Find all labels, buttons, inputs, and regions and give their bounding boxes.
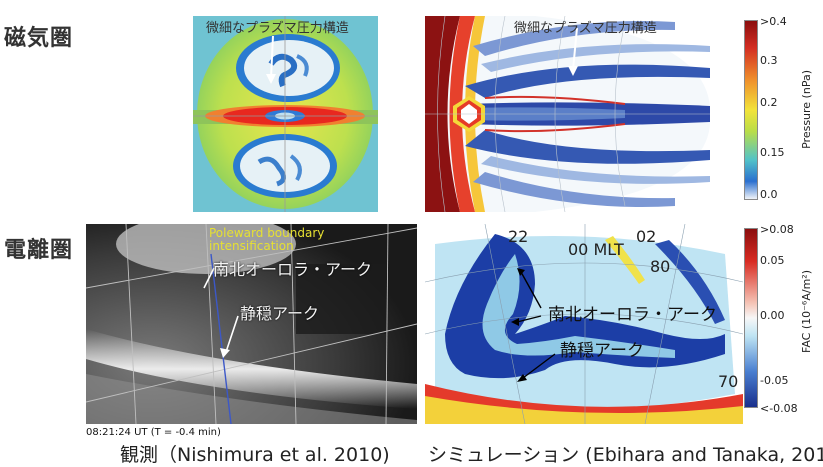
fac-tick-2: 0.00 xyxy=(760,309,785,322)
observation-timestamp: 08:21:24 UT (T = -0.4 min) xyxy=(86,427,221,438)
pressure-tick-3: 0.15 xyxy=(760,146,785,159)
fac-tick-3: -0.05 xyxy=(760,374,789,387)
simulation-caption: シミュレーション (Ebihara and Tanaka, 2016 xyxy=(428,444,823,466)
pressure-colorbar-title: Pressure (nPa) xyxy=(800,70,813,149)
sim-quiet-arc-label: 静穏アーク xyxy=(560,341,644,361)
fac-map xyxy=(424,223,744,425)
fac-colorbar-title: FAC (10⁻⁶A/m²) xyxy=(800,270,813,353)
latitude-80-label: 80 xyxy=(650,257,671,276)
mlt-02-label: 02 xyxy=(636,227,657,246)
pressure-tick-2: 0.2 xyxy=(760,96,778,109)
boundary-text-line-2: intensification xyxy=(209,239,294,253)
fac-colorbar xyxy=(744,228,758,408)
pressure-tick-4: 0.0 xyxy=(760,188,778,201)
magnetosphere-simulation-title: 微細なプラズマ圧力構造 xyxy=(514,21,657,36)
pressure-map-simulation xyxy=(425,15,711,213)
pressure-tick-0: >0.4 xyxy=(760,15,787,28)
row-label-magnetosphere: 磁気圏 xyxy=(4,26,74,51)
magnetosphere-simulation-map xyxy=(425,15,711,213)
pressure-map-observation xyxy=(193,16,378,212)
magnetosphere-observation-title: 微細なプラズマ圧力構造 xyxy=(206,21,349,36)
ionosphere-observation-image xyxy=(85,214,418,425)
pressure-colorbar xyxy=(744,20,758,200)
latitude-70-label: 70 xyxy=(718,372,739,391)
mlt-00-label: 00 MLT xyxy=(568,240,624,259)
mlt-22-label: 22 xyxy=(508,227,529,246)
pressure-tick-1: 0.3 xyxy=(760,54,778,67)
ionosphere-simulation-map xyxy=(424,223,744,425)
allsky-image xyxy=(85,214,418,425)
row-label-ionosphere: 電離圏 xyxy=(4,238,74,263)
obs-quiet-arc-label: 静穏アーク xyxy=(240,304,320,323)
fac-tick-0: >0.08 xyxy=(760,223,794,236)
magnetosphere-observation-map xyxy=(193,16,378,212)
boundary-text-line-1: Poleward boundary xyxy=(209,226,325,240)
obs-ns-arc-label: 南北オーロラ・アーク xyxy=(213,260,373,279)
observation-caption: 観測（Nishimura et al. 2010) xyxy=(120,444,390,466)
fac-tick-1: 0.05 xyxy=(760,254,785,267)
sim-ns-arc-label: 南北オーロラ・アーク xyxy=(548,305,717,325)
fac-tick-4: <-0.08 xyxy=(760,402,798,415)
